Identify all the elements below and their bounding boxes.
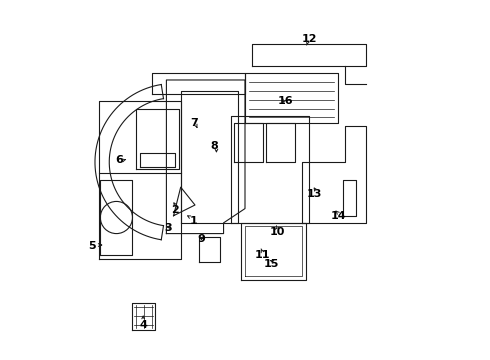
Text: 6: 6 (115, 156, 123, 165)
Text: 15: 15 (264, 259, 279, 269)
Text: 4: 4 (139, 320, 147, 330)
Text: 11: 11 (254, 250, 270, 260)
Text: 3: 3 (164, 223, 172, 233)
Text: 9: 9 (197, 234, 205, 244)
Text: 12: 12 (301, 34, 317, 44)
Text: 2: 2 (172, 205, 179, 215)
Text: 14: 14 (331, 211, 346, 221)
Text: 7: 7 (191, 118, 198, 128)
Text: 13: 13 (307, 189, 322, 199)
Text: 10: 10 (270, 227, 285, 237)
Text: 1: 1 (189, 216, 197, 226)
Text: 8: 8 (211, 141, 219, 151)
Text: 16: 16 (277, 96, 293, 107)
Text: 5: 5 (88, 241, 96, 251)
